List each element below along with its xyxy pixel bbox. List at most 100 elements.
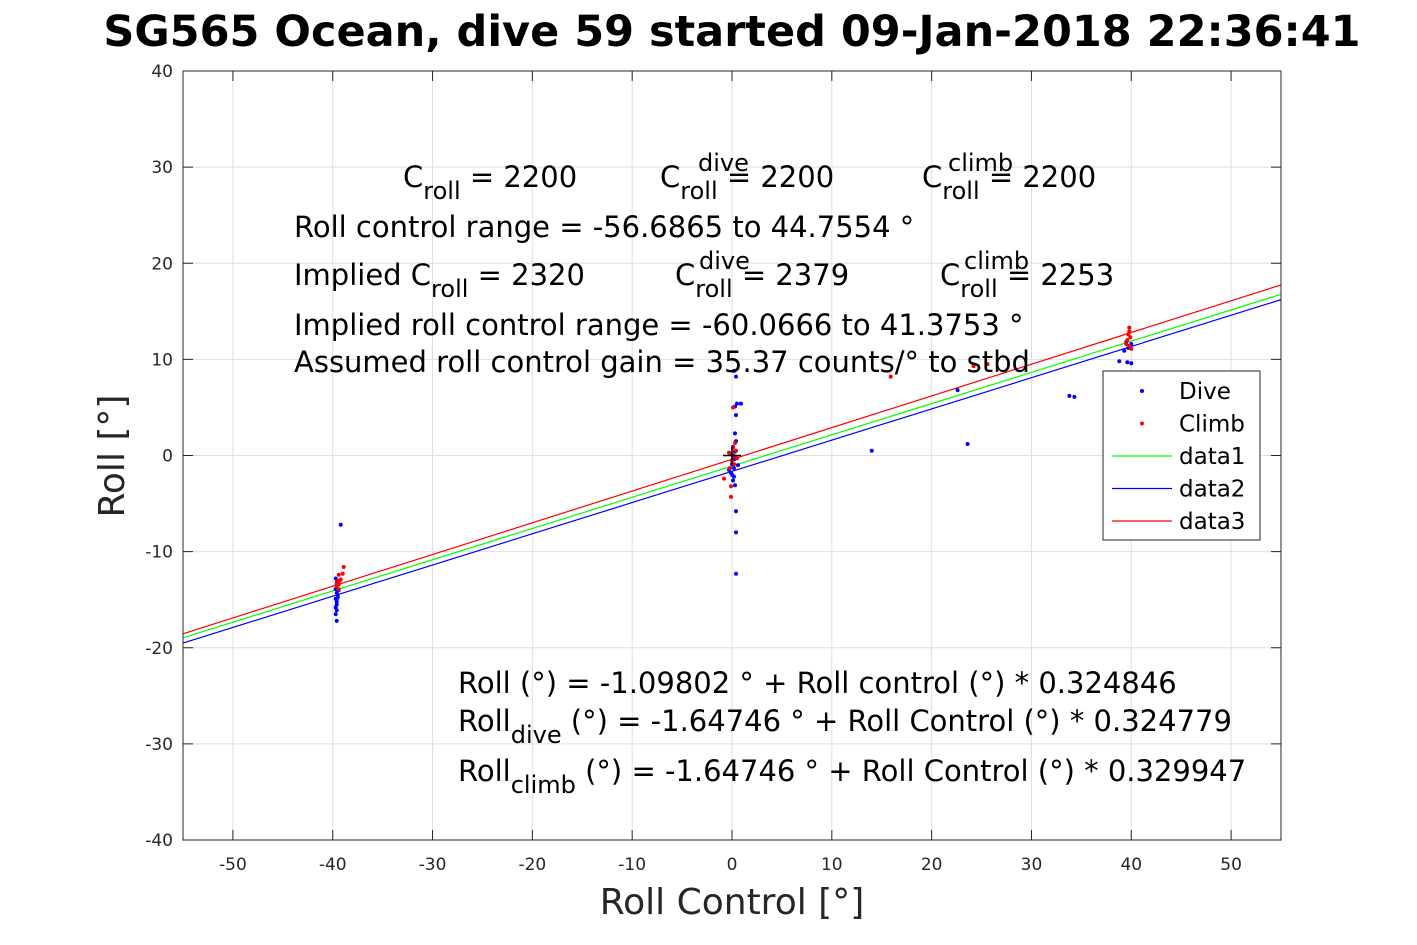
dive-point [965, 441, 970, 446]
implied-c-roll-annotation: Implied Croll = 2320 [294, 258, 585, 303]
dive-point [731, 368, 736, 373]
dive-point [1125, 360, 1130, 365]
dive-point [1129, 361, 1134, 366]
dive-point [734, 401, 739, 406]
dive-point [730, 472, 734, 477]
dive-point [1067, 393, 1072, 398]
climb-point [334, 584, 339, 589]
dive-point [334, 608, 339, 613]
dive-point [334, 618, 339, 623]
climb-point [341, 565, 346, 570]
y-tick-label: 30 [151, 158, 173, 178]
climb-point [985, 362, 990, 367]
legend: Dive Climb data1 data2 data3 [1102, 370, 1261, 541]
climb-point [1128, 335, 1133, 340]
climb-point [971, 364, 976, 369]
climb-point [722, 476, 727, 481]
climb-point [334, 580, 339, 585]
x-tick-label: -30 [419, 855, 447, 875]
roll-range-annotation: Roll control range = -56.6865 to 44.7554… [294, 210, 914, 244]
climb-point [1127, 343, 1132, 348]
climb-point [340, 571, 345, 576]
dive-point [869, 448, 874, 453]
climb-point [731, 462, 736, 467]
y-tick-label: -30 [145, 735, 173, 755]
legend-marker-dive [1140, 389, 1144, 393]
y-tick-label: -40 [145, 831, 173, 851]
dive-point [733, 509, 738, 514]
climb-point [727, 450, 732, 455]
climb-point [888, 374, 893, 379]
legend-label-climb: Climb [1179, 412, 1245, 438]
dive-point [733, 530, 738, 535]
c-dive-annotation: Croll = 2200 [660, 160, 834, 205]
c-roll-annotation: Croll = 2200 [403, 160, 577, 205]
climb-point [336, 587, 341, 592]
climb-point [1127, 325, 1132, 330]
x-tick-label: 50 [1220, 855, 1242, 875]
implied-c-climb-superscript: climb [964, 247, 1029, 275]
implied-c-dive-superscript: dive [699, 247, 750, 275]
climb-point [734, 456, 739, 461]
chart-title: SG565 Ocean, dive 59 started 09-Jan-2018… [103, 7, 1360, 57]
x-axis-label: Roll Control [°] [600, 882, 865, 923]
dive-point [733, 571, 738, 576]
x-tick-label: 40 [1120, 855, 1142, 875]
dive-point [1122, 348, 1127, 353]
y-tick-label: -10 [145, 543, 173, 563]
fit-climb-annotation: Rollclimb (°) = -1.64746 ° + Roll Contro… [458, 754, 1246, 799]
fit-dive-annotation: Rolldive (°) = -1.64746 ° + Roll Control… [458, 704, 1232, 749]
fit-all-annotation: Roll (°) = -1.09802 ° + Roll control (°)… [458, 666, 1177, 700]
dive-point [955, 388, 960, 393]
legend-label-data3: data3 [1179, 509, 1245, 535]
x-tick-label: -10 [618, 855, 646, 875]
x-tick-label: 10 [821, 855, 843, 875]
dive-point [333, 612, 338, 617]
climb-point [1125, 338, 1130, 343]
dive-point [335, 595, 340, 600]
y-axis-label: Roll [°] [92, 395, 133, 518]
axis-ticks: -50 -40 -30 -20 -10 0 10 20 30 40 50 -40 -30 -20 -10 0 1… [145, 62, 1281, 875]
dive-point [1072, 394, 1077, 399]
x-tick-label: 30 [1021, 855, 1043, 875]
dive-point [733, 413, 738, 418]
dive-point [1117, 359, 1122, 364]
climb-point [337, 578, 342, 583]
implied-range-annotation: Implied roll control range = -60.0666 to… [294, 308, 1024, 342]
gain-annotation: Assumed roll control gain = 35.37 counts… [294, 345, 1030, 379]
climb-point [728, 465, 733, 470]
dive-point [732, 483, 737, 488]
dive-point [733, 374, 738, 379]
climb-point [1124, 341, 1129, 346]
dive-point [735, 463, 740, 468]
climb-point [729, 494, 734, 499]
x-tick-label: 0 [727, 855, 738, 875]
y-tick-label: 40 [151, 62, 173, 82]
dive-point [334, 599, 339, 604]
y-tick-label: 10 [151, 350, 173, 370]
climb-point [730, 405, 735, 410]
dive-point [338, 522, 343, 527]
y-tick-label: 20 [151, 254, 173, 274]
x-tick-label: -50 [219, 855, 247, 875]
climb-point [729, 484, 734, 489]
origin-marker [723, 446, 741, 465]
x-tick-label: -20 [518, 855, 546, 875]
legend-label-dive: Dive [1179, 379, 1231, 405]
y-tick-label: -20 [145, 639, 173, 659]
implied-c-climb-annotation: Croll = 2253 [940, 258, 1114, 303]
climb-point [733, 448, 738, 453]
x-tick-label: -40 [319, 855, 347, 875]
climb-point [1126, 332, 1131, 337]
legend-label-data1: data1 [1179, 444, 1245, 470]
climb-point [1129, 346, 1134, 351]
dive-point [730, 478, 735, 483]
y-tick-label: 0 [162, 447, 173, 467]
x-tick-label: 20 [921, 855, 943, 875]
climb-point [336, 572, 341, 577]
c-climb-annotation: Croll = 2200 [922, 160, 1096, 205]
dive-point [333, 576, 338, 581]
climb-point [732, 441, 737, 446]
legend-label-data2: data2 [1179, 477, 1245, 503]
